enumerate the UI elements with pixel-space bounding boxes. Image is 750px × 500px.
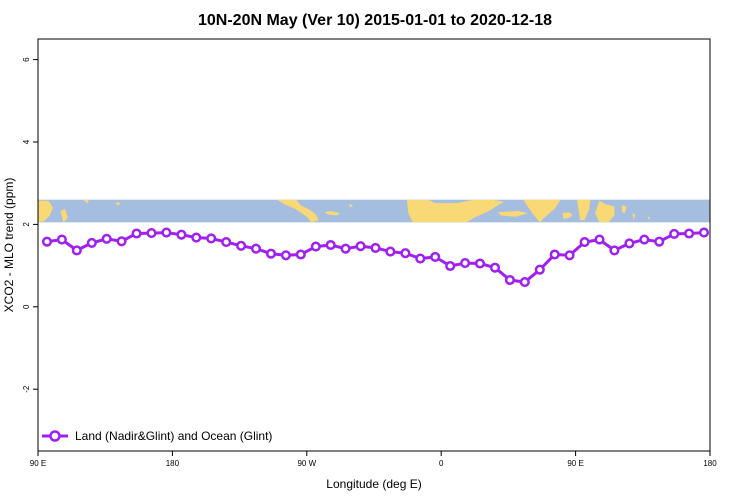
data-point [579,237,590,248]
map-land [406,199,504,223]
data-point [698,227,710,238]
y-tick-label: 4 [22,139,31,144]
y-tick-label: 2 [22,222,31,227]
data-point [549,249,560,260]
map-land [348,204,354,207]
legend-marker [49,430,61,442]
data-point [41,236,53,247]
data-point [609,245,620,256]
x-tick-label: 180 [703,459,717,468]
data-point [265,248,277,259]
map-land [562,212,573,219]
data-point [86,237,97,248]
data-point [474,258,486,269]
legend: Land (Nadir&Glint) and Ocean (Glint) [42,429,272,443]
data-point [176,229,187,240]
y-tick-label: -2 [22,385,31,393]
x-axis-label: Longitude (deg E) [326,477,421,491]
data-point [624,238,635,249]
data-point [295,249,306,260]
data-point [161,227,172,238]
data-point [370,242,381,253]
x-tick-label: 0 [439,459,444,468]
data-point [519,277,530,288]
data-point [564,250,575,261]
y-axis: -2 0 2 4 6 [22,57,38,393]
data-point [445,260,456,272]
data-point [639,234,650,245]
map-land [621,205,627,214]
data-point [415,253,426,264]
data-point [684,228,695,239]
data-point [191,232,202,243]
map-land [276,199,319,223]
y-axis-label: XCO2 - MLO trend (ppm) [2,178,16,313]
data-point [504,274,515,286]
plot-frame [37,38,711,452]
data-point [355,241,366,252]
map-land [115,201,121,206]
data-point [71,245,82,256]
map-land [647,216,651,220]
data-point [534,264,545,275]
map-land [60,208,68,223]
data-point [460,258,471,269]
data-point [131,228,142,239]
data-point [101,233,112,244]
map-land [82,199,89,204]
data-point [56,234,67,245]
data-point [206,233,217,244]
x-tick-label: 90 E [567,459,583,468]
data-point [594,234,605,245]
x-axis: 90 E 180 90 W 0 90 E 180 [30,451,717,468]
y-tick-label: 0 [22,304,31,309]
map-land [497,211,528,217]
x-tick-label: 90 E [30,459,46,468]
x-tick-label: 90 W [297,459,316,468]
map-land [595,200,615,223]
data-point [489,262,501,273]
y-tick-label: 6 [22,57,31,62]
x-tick-label: 180 [166,459,180,468]
data-point [400,248,411,259]
data-point [146,228,157,239]
data-point [116,236,127,247]
data-point [221,237,232,248]
chart-title: 10N-20N May (Ver 10) 2015-01-01 to 2020-… [198,12,552,29]
map-land [523,199,561,223]
data-point [280,250,291,261]
map-land [324,211,340,216]
data-point [385,246,396,257]
data-point [430,251,441,262]
data-point [340,243,351,254]
data-point [250,243,262,254]
series-line [46,231,705,284]
data-point [654,236,665,247]
data-point [236,240,247,251]
legend-label: Land (Nadir&Glint) and Ocean (Glint) [75,429,272,443]
series-layer [41,227,710,288]
map-land [632,213,636,221]
data-point [325,239,336,251]
data-point [310,241,321,252]
map-land [577,199,591,221]
data-point [669,228,680,239]
world-map-strip [38,199,710,223]
map-land [38,200,53,223]
